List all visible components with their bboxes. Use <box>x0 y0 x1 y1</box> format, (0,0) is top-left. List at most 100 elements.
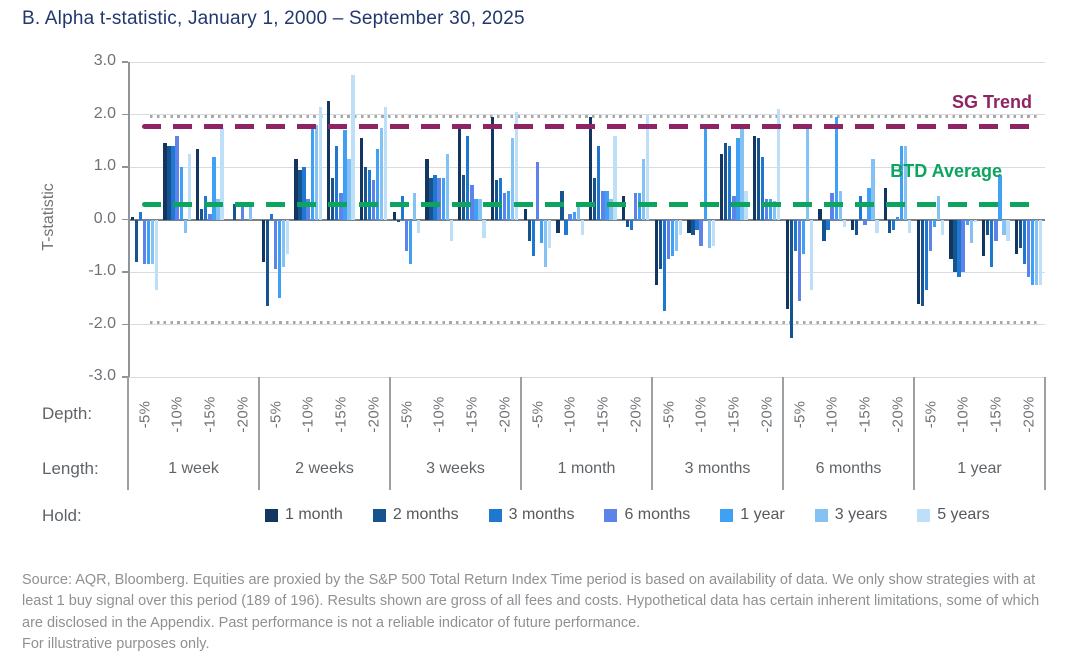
legend-item: 1 month <box>265 506 343 524</box>
bar <box>478 198 482 220</box>
bar <box>200 209 204 220</box>
bar <box>703 127 707 220</box>
bar <box>1039 219 1043 286</box>
depth-label: -10% <box>685 383 718 445</box>
bar <box>130 216 134 220</box>
significance-dotted-line <box>150 321 1041 324</box>
gridline <box>128 376 1045 378</box>
bar <box>728 146 732 220</box>
gridline <box>128 271 1045 273</box>
depth-label: -15% <box>587 383 620 445</box>
depth-label: -10% <box>423 383 456 445</box>
legend-label: 1 year <box>740 506 785 523</box>
bar <box>936 195 941 220</box>
legend-label: 3 months <box>508 506 575 523</box>
depth-label-text: -10% <box>954 395 972 433</box>
depth-label-text: -5% <box>266 400 284 428</box>
group-separator <box>258 377 260 490</box>
bar <box>961 219 965 272</box>
bar <box>220 127 224 220</box>
bar <box>928 219 933 251</box>
bar <box>298 169 302 220</box>
bar <box>196 148 200 220</box>
bar <box>572 211 576 220</box>
length-label: 1 year <box>957 460 1002 477</box>
bar <box>208 214 212 220</box>
bar <box>212 156 216 220</box>
bar <box>539 219 544 244</box>
bar <box>249 203 253 220</box>
bar <box>523 209 527 220</box>
bar <box>511 138 515 220</box>
legend-item: 1 year <box>720 506 785 524</box>
bar <box>445 153 449 220</box>
depth-label-text: -5% <box>921 400 939 428</box>
bar <box>482 219 486 238</box>
depth-label: -20% <box>226 383 259 445</box>
bar <box>965 219 969 225</box>
legend-label: 5 years <box>937 506 990 523</box>
bar <box>801 219 806 254</box>
bar <box>724 143 728 220</box>
depth-label: -20% <box>357 383 390 445</box>
bar <box>609 198 613 220</box>
bar <box>167 146 171 220</box>
gridline <box>128 166 1045 168</box>
y-axis-tick <box>122 323 128 326</box>
bar <box>797 219 802 301</box>
y-tick-label: -2.0 <box>88 314 116 332</box>
bar <box>240 206 245 220</box>
bar <box>916 219 920 304</box>
depth-label-text: -15% <box>463 395 481 433</box>
length-label: 2 weeks <box>295 460 354 477</box>
bar <box>662 219 666 312</box>
bar <box>458 127 462 220</box>
bar <box>568 214 572 220</box>
bar <box>466 135 470 220</box>
bar <box>285 219 290 254</box>
depth-label: -5% <box>652 383 685 445</box>
chart-title: B. Alpha t-statistic, January 1, 2000 – … <box>22 8 525 29</box>
bar <box>998 174 1002 220</box>
bar <box>982 219 986 257</box>
bar <box>826 219 830 230</box>
bar <box>310 125 314 220</box>
bar <box>232 203 237 220</box>
bar <box>371 180 376 220</box>
bar <box>498 177 503 220</box>
bar <box>842 219 846 228</box>
bar <box>441 177 445 220</box>
bar <box>691 219 695 236</box>
depth-label-text: -15% <box>987 395 1005 433</box>
source-text: Source: AQR, Bloomberg. Equities are pro… <box>22 572 1040 631</box>
depth-label-text: -20% <box>365 395 383 433</box>
bar <box>1035 219 1039 286</box>
legend-item: 3 years <box>814 506 887 524</box>
bar <box>416 219 421 233</box>
bar <box>711 219 715 246</box>
bar <box>597 146 601 220</box>
sg-trend-label: SG Trend <box>951 92 1032 113</box>
depth-label-text: -5% <box>397 400 415 428</box>
y-axis-tick <box>122 376 128 378</box>
bar <box>875 219 879 233</box>
bar <box>171 146 175 220</box>
bar <box>789 219 793 338</box>
bar <box>359 138 364 220</box>
bar <box>863 219 867 225</box>
bar <box>392 211 396 220</box>
bar <box>580 219 584 236</box>
y-axis-tick <box>122 61 128 63</box>
bar <box>957 219 961 278</box>
depth-label-text: -15% <box>332 395 350 433</box>
bar <box>773 201 777 220</box>
bar <box>764 198 769 220</box>
legend-item: 3 months <box>488 506 575 524</box>
bar <box>589 117 593 220</box>
bar <box>740 127 744 220</box>
length-label: 1 month <box>557 460 616 477</box>
length-label: 3 weeks <box>426 460 485 477</box>
bar <box>756 138 761 220</box>
bar <box>425 159 429 220</box>
group-separator <box>520 377 522 490</box>
